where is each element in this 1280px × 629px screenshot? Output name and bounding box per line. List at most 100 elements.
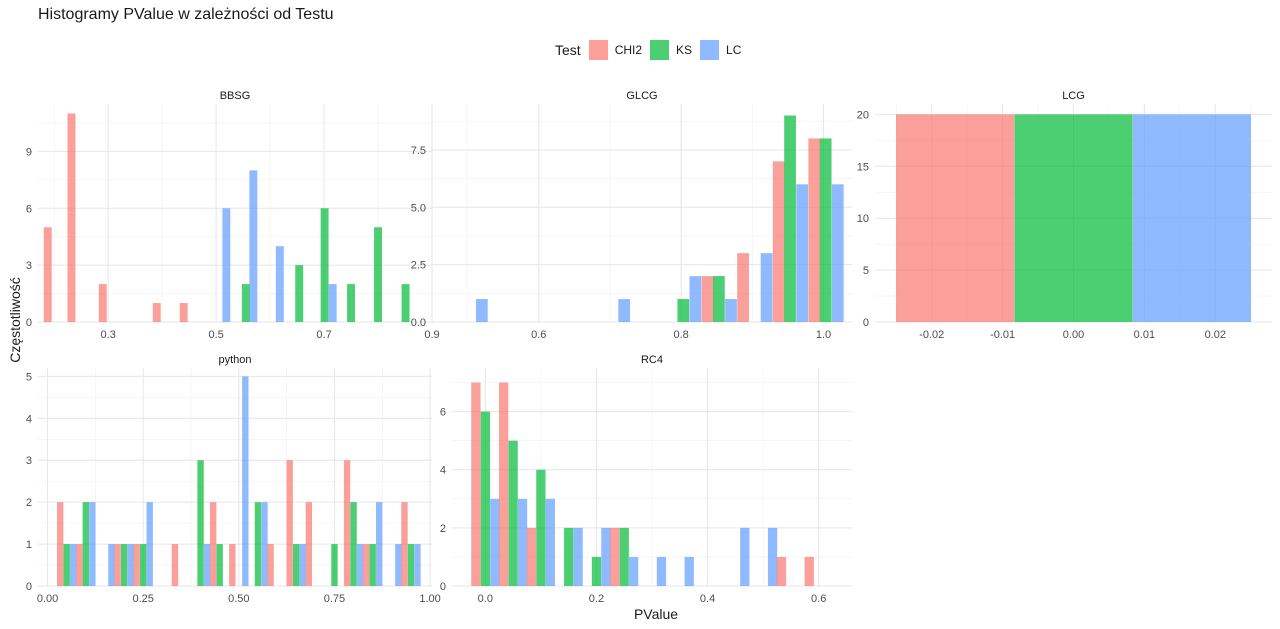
bar-ks [82,502,90,586]
bar-lc [545,498,555,586]
x-tick-label: 0.8 [674,329,689,341]
bar-chi2 [152,303,161,322]
bar-lc [203,544,211,586]
bar-ks [677,299,690,322]
x-tick-label: 0.01 [1134,329,1155,341]
bar-ks [295,265,304,322]
chart-title: Histogramy PValue w zależności od Testu [38,6,334,23]
bar-ks [197,460,204,586]
bar-lc [328,284,337,322]
bar-lc [69,544,77,586]
bar-ks [784,115,796,322]
y-tick-label: 1 [26,539,32,551]
bar-chi2 [808,138,821,322]
bar-lc [146,502,153,586]
bar-chi2 [133,544,140,586]
legend-swatch-ks [650,40,670,60]
panel-title: BBSG [220,90,251,102]
legend-item-lc: LC [700,40,741,60]
bar-lc [1132,114,1251,322]
bar-lc [414,544,421,586]
bar-lc [299,544,306,586]
y-tick-label: 0 [26,317,32,329]
x-tick-label: 0.75 [324,593,345,605]
bar-ks [480,411,490,586]
panel-rc4: 0.0 0.2 0.4 0.6 0 2 4 6 RC4 [440,354,852,605]
bar-chi2 [286,460,293,586]
bar-lc [222,208,231,322]
bar-chi2 [171,544,179,586]
y-tick-label: 3 [26,455,32,467]
bar-ks [254,502,262,586]
y-tick-label: 10 [857,213,869,225]
x-tick-label: 0.50 [228,593,249,605]
bar-chi2 [471,382,481,586]
bar-lc [356,544,364,586]
bar-lc [127,544,134,586]
bar-lc [656,556,667,586]
panel-bbsg: 0.3 0.5 0.7 0.9 0 3 6 9 BBSG [26,90,440,341]
legend-swatch-lc [700,40,720,60]
legend-item-chi2: CHI2 [588,40,643,60]
x-tick-label: 0.4 [700,593,715,605]
x-tick-label: 1.00 [419,593,440,605]
x-tick-label: 0.7 [316,329,331,341]
x-tick-label: 0.9 [424,329,439,341]
x-tick-label: -0.01 [990,329,1015,341]
y-tick-label: 15 [857,161,869,173]
bar-chi2 [210,502,217,586]
bar-chi2 [772,161,785,322]
y-tick-label: 0 [863,317,869,329]
bar-ks [63,544,70,586]
bar-chi2 [401,502,408,586]
bar-chi2 [776,556,787,586]
bar-chi2 [363,544,370,586]
bar-chi2 [610,527,620,586]
y-tick-label: 2 [26,497,32,509]
bar-ks [713,276,725,322]
x-tick-label: 0.5 [208,329,223,341]
x-tick-label: 0.25 [132,593,153,605]
bar-lc [517,498,528,586]
bar-chi2 [267,544,274,586]
x-tick-label: 1.0 [816,329,831,341]
bar-ks [401,284,410,322]
bar-ks [350,502,357,586]
x-tick-label: 0.3 [101,329,116,341]
legend-label-ks: KS [676,43,693,57]
panel-title: GLCG [626,90,657,102]
y-tick-label: 20 [857,109,869,121]
legend-swatch-chi2 [588,40,608,60]
bar-lc [395,544,402,586]
y-tick-label: 0.0 [411,317,426,329]
bar-chi2 [56,502,64,586]
legend-item-ks: KS [650,40,692,60]
bar-chi2 [43,227,52,322]
bar-lc [767,527,778,586]
bar-ks [331,544,338,586]
legend-label-chi2: CHI2 [614,43,643,57]
panel-lcg: -0.02 -0.01 0.00 0.01 0.02 0 5 10 15 20 LCG [857,90,1272,341]
bar-lc [475,299,488,322]
bar-chi2 [67,113,76,322]
bar-ks [369,544,376,586]
y-tick-label: 7.5 [411,145,426,157]
bar-lc [242,376,249,586]
bar-lc [249,170,258,322]
x-tick-label: 0.6 [811,593,826,605]
bar-chi2 [499,382,509,586]
panel-title: RC4 [641,354,663,366]
bar-ks [347,284,356,322]
y-tick-label: 0 [440,581,446,593]
bar-ks [591,556,602,586]
y-tick-label: 9 [26,146,32,158]
bar-chi2 [701,276,714,322]
y-tick-label: 5 [863,265,869,277]
bar-chi2 [76,544,83,586]
bar-ks [407,544,415,586]
y-tick-label: 5 [26,371,32,383]
bar-chi2 [896,114,1015,322]
bar-lc [629,556,639,586]
y-tick-label: 4 [26,413,32,425]
